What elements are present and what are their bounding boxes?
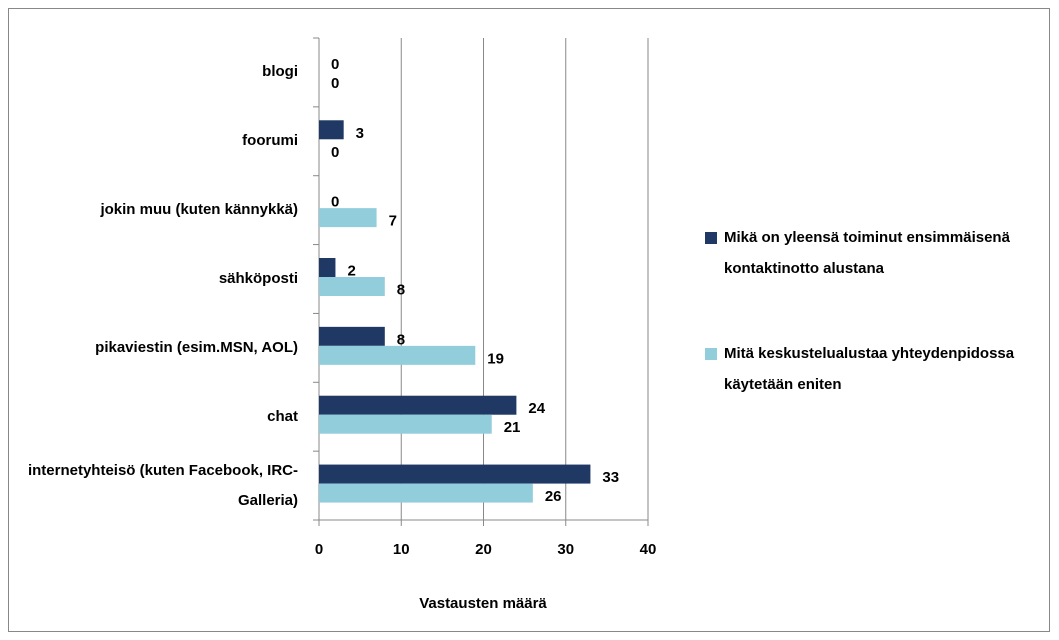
y-tick-label: foorumi	[242, 132, 298, 150]
legend-swatch	[705, 232, 717, 244]
bar	[319, 395, 517, 415]
x-tick-label: 0	[315, 541, 323, 558]
value-label: 2	[347, 262, 355, 279]
value-label: 0	[331, 194, 339, 211]
value-label: 8	[397, 281, 405, 298]
x-tick-label: 10	[393, 541, 410, 558]
y-tick-label: internetyhteisö (kuten Facebook, IRC-Gal…	[27, 461, 298, 509]
bar	[319, 483, 533, 503]
bar	[319, 464, 591, 484]
value-label: 26	[545, 488, 562, 505]
value-label: 0	[331, 56, 339, 73]
value-label: 19	[487, 350, 504, 367]
bar	[319, 120, 344, 140]
value-label: 3	[356, 125, 364, 142]
value-label: 33	[602, 469, 619, 486]
legend-label: Mitä keskustelualustaa yhteydenpidossa k…	[724, 345, 1015, 393]
value-label: 8	[397, 331, 405, 348]
x-axis-label: Vastausten määrä	[419, 595, 547, 612]
value-label: 21	[504, 419, 521, 436]
chart-border	[8, 8, 1050, 632]
bar	[319, 414, 492, 434]
x-tick-label: 40	[640, 541, 657, 558]
y-tick-label: chat	[267, 407, 298, 425]
value-label: 7	[389, 213, 397, 230]
x-tick-label: 20	[475, 541, 492, 558]
legend-label: Mikä on yleensä toiminut ensimmäisenä ko…	[724, 229, 1010, 277]
legend-swatch	[705, 348, 717, 360]
bar	[319, 277, 385, 296]
bar	[319, 326, 385, 346]
value-label: 0	[331, 75, 339, 92]
bar	[319, 258, 336, 277]
value-label: 24	[528, 400, 545, 417]
bar	[319, 345, 476, 365]
y-tick-label: pikaviestin (esim.MSN, AOL)	[95, 338, 298, 356]
y-tick-label: sähköposti	[218, 270, 298, 287]
x-tick-label: 30	[557, 541, 574, 558]
value-label: 0	[331, 144, 339, 161]
bar	[319, 208, 377, 228]
y-tick-label: jokin muu (kuten kännykkä)	[100, 201, 298, 219]
y-tick-label: blogi	[262, 63, 298, 81]
